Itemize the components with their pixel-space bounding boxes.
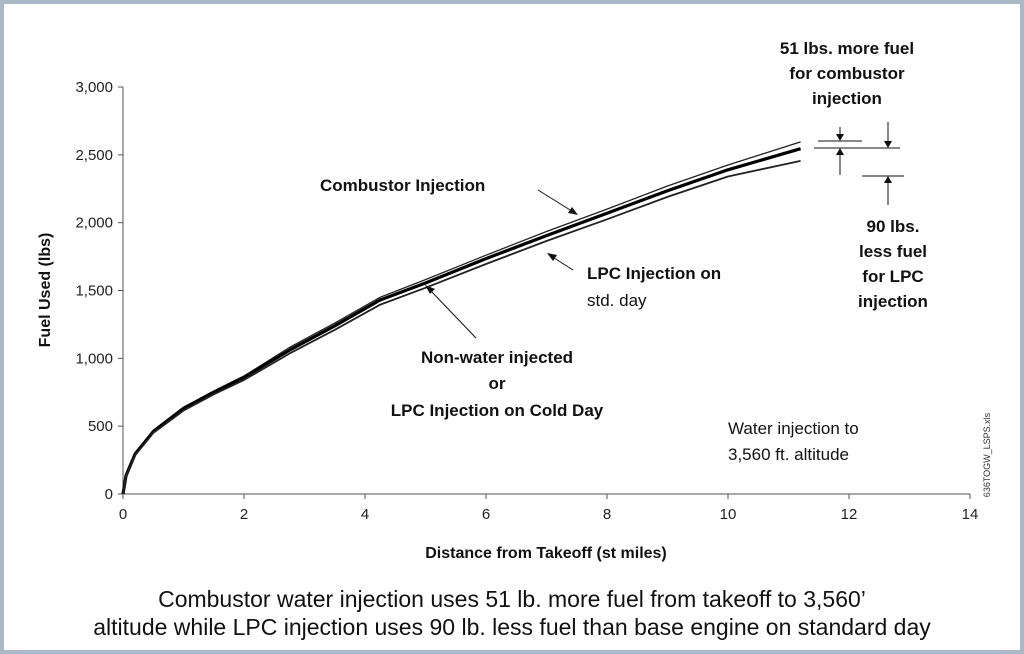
series-line-lpc-std-day [122, 160, 801, 495]
more-fuel-label-3: injection [812, 89, 882, 108]
less-fuel-label-4: injection [858, 292, 928, 311]
x-tick-label: 4 [361, 506, 369, 523]
nonwater-arrowhead [425, 285, 435, 294]
tick-group: 0 2 4 6 8 10 12 14 0 500 1,000 1,500 2,000 2,500 3,000 [75, 79, 978, 523]
combustor-arrowhead [568, 207, 578, 215]
lpc-std-arrowhead [547, 253, 557, 261]
slide-frame [4, 4, 1020, 650]
y-axis-title: Fuel Used (lbs) [37, 233, 54, 348]
x-tick-label: 2 [240, 506, 248, 523]
less-fuel-arrowhead-down [884, 141, 892, 148]
lpc-std-label-1: LPC Injection on [587, 264, 721, 283]
x-tick-label: 6 [482, 506, 490, 523]
nonwater-leader [429, 289, 477, 339]
water-note-1: Water injection to [728, 419, 859, 438]
y-tick-label: 3,000 [75, 79, 113, 96]
nonwater-label-3: LPC Injection on Cold Day [391, 401, 604, 420]
x-tick-label: 14 [962, 506, 979, 523]
water-note-2: 3,560 ft. altitude [728, 445, 849, 464]
x-tick-label: 0 [119, 506, 127, 523]
y-tick-label: 2,000 [75, 215, 113, 232]
nonwater-label-1: Non-water injected [421, 348, 573, 367]
y-tick-label: 1,500 [75, 283, 113, 300]
less-fuel-arrowhead-up [884, 176, 892, 183]
caption-line-2: altitude while LPC injection uses 90 lb.… [93, 614, 931, 640]
nonwater-label-2: or [489, 374, 506, 393]
lpc-std-label-2: std. day [587, 291, 647, 310]
series-group [121, 141, 802, 495]
combustor-leader [537, 189, 576, 214]
combustor-label: Combustor Injection [320, 176, 485, 195]
less-fuel-label-2: less fuel [859, 242, 927, 261]
x-tick-label: 8 [603, 506, 611, 523]
more-fuel-arrowhead-down [836, 134, 844, 141]
series-line-non-water-injected [121, 147, 802, 495]
less-fuel-label-1: 90 lbs. [867, 217, 920, 236]
y-tick-label: 0 [105, 486, 113, 503]
x-tick-label: 10 [720, 506, 737, 523]
more-fuel-label-2: for combustor [789, 64, 905, 83]
x-tick-label: 12 [841, 506, 858, 523]
y-tick-label: 2,500 [75, 147, 113, 164]
more-fuel-label-1: 51 lbs. more fuel [780, 39, 914, 58]
y-tick-label: 500 [88, 418, 113, 435]
less-fuel-label-3: for LPC [862, 267, 923, 286]
source-file-tag: 636TOGW_LSPS.xls [982, 412, 992, 497]
caption-line-1: Combustor water injection uses 51 lb. mo… [158, 586, 866, 612]
more-fuel-arrowhead-up [836, 148, 844, 155]
x-axis-title: Distance from Takeoff (st miles) [425, 545, 667, 562]
y-tick-label: 1,000 [75, 350, 113, 367]
